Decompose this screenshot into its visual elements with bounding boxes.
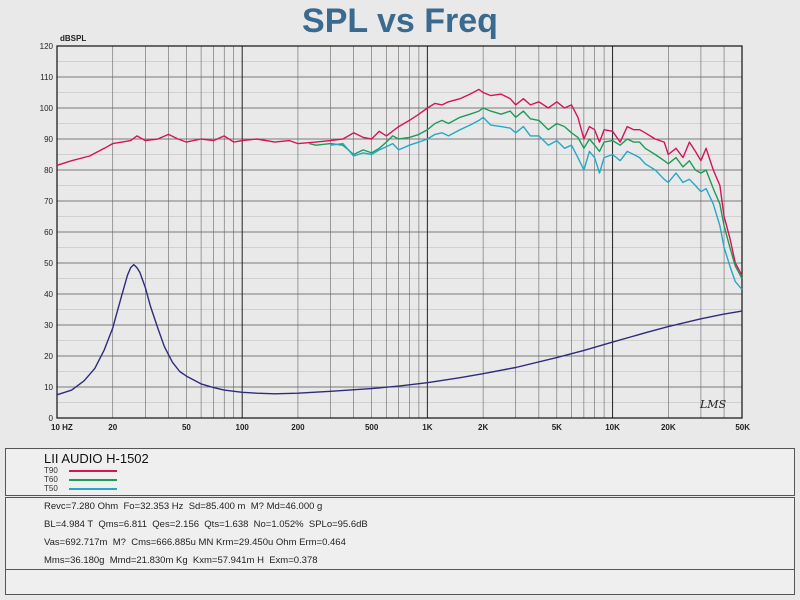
y-tick-label: 20 (44, 352, 53, 361)
model-name: LII AUDIO H-1502 (44, 451, 149, 466)
series-line-t50 (330, 116, 743, 290)
bottom-strip (5, 570, 795, 595)
y-tick-label: 40 (44, 290, 53, 299)
plot-frame (56, 45, 743, 419)
chart-title: SPL vs Freq (302, 2, 498, 40)
param-line-4: Mms=36.180g Mmd=21.830m Kg Kxm=57.941m H… (44, 555, 318, 566)
y-tick-label: 90 (44, 135, 53, 144)
legend-label-t90: T90 (44, 466, 58, 475)
lms-annotation: LMS (699, 398, 727, 411)
x-tick-label: 2K (478, 423, 488, 432)
series-line-impedance (56, 263, 743, 396)
y-tick-label: 30 (44, 321, 53, 330)
y-tick-label: 100 (40, 104, 54, 113)
y-axis-label: dBSPL (60, 34, 86, 43)
x-tick-label: 20 (108, 423, 117, 432)
x-tick-label: 20K (661, 423, 676, 432)
y-tick-label: 80 (44, 166, 53, 175)
x-tick-label: 500 (365, 423, 379, 432)
x-tick-label: 200 (291, 423, 305, 432)
legend-swatch-t90 (69, 470, 117, 472)
legend-label-t50: T50 (44, 484, 58, 493)
x-tick-label: 10 HZ (51, 423, 73, 432)
series-line-t90 (56, 88, 743, 276)
parameters-panel: Revc=7.280 Ohm Fo=32.353 Hz Sd=85.400 m … (5, 497, 795, 570)
x-tick-label: 5K (552, 423, 562, 432)
x-tick-label: 1K (422, 423, 432, 432)
y-tick-label: 70 (44, 197, 53, 206)
legend-label-t60: T60 (44, 475, 58, 484)
y-tick-label: 120 (40, 42, 54, 51)
chart-grid (56, 45, 743, 419)
legend-panel: LII AUDIO H-1502 T90 T60 T50 (5, 448, 795, 496)
y-tick-label: 110 (40, 73, 53, 82)
x-tick-label: 10K (605, 423, 620, 432)
y-tick-label: 10 (44, 383, 53, 392)
y-tick-label: 0 (49, 414, 54, 423)
y-tick-labels: 0 10 20 30 40 50 60 70 80 90 100 110 120 (40, 42, 54, 423)
param-line-3: Vas=692.717m M? Cms=666.885u MN Krm=29.4… (44, 537, 346, 548)
x-tick-label: 100 (236, 423, 250, 432)
legend-swatch-t50 (69, 488, 117, 490)
param-line-2: BL=4.984 T Qms=6.811 Qes=2.156 Qts=1.638… (44, 519, 368, 530)
x-tick-labels: 10 HZ 20 50 100 200 500 1K 2K 5K 10K 20K 50K (51, 423, 750, 432)
series-line-t60 (309, 107, 743, 279)
legend-swatch-t60 (69, 479, 117, 481)
x-tick-label: 50K (735, 423, 750, 432)
series-group (56, 88, 743, 396)
y-tick-label: 50 (44, 259, 53, 268)
x-tick-label: 50 (182, 423, 191, 432)
y-tick-label: 60 (44, 228, 53, 237)
spl-chart: dBSPL 0 10 20 30 40 50 60 70 80 90 100 110 120 10 HZ… (40, 34, 751, 432)
param-line-1: Revc=7.280 Ohm Fo=32.353 Hz Sd=85.400 m … (44, 501, 323, 512)
